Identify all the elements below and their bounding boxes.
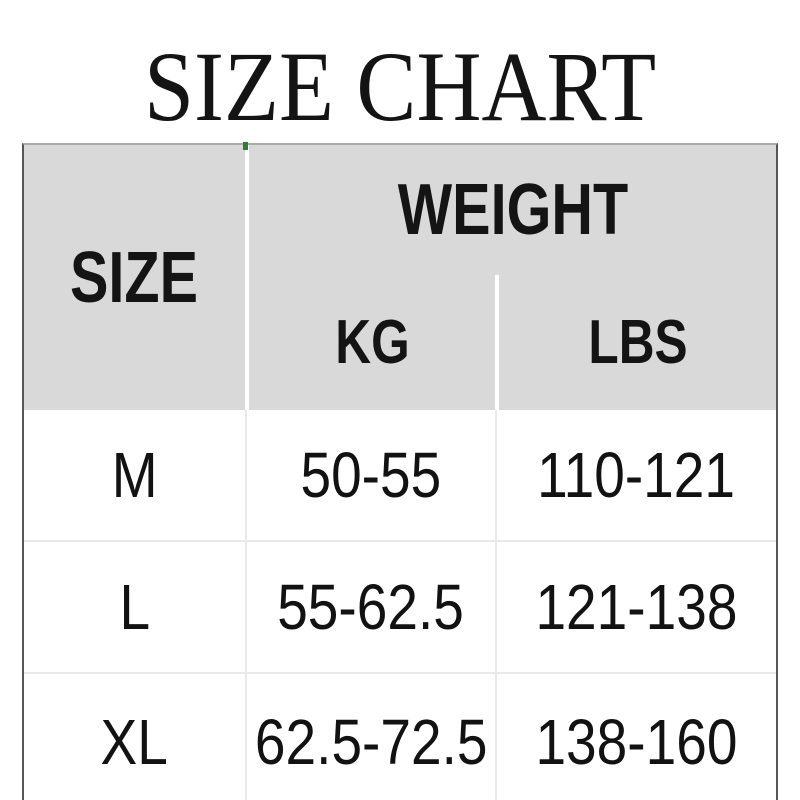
col-header-weight-label: WEIGHT — [397, 170, 628, 250]
col-header-weight: WEIGHT — [249, 145, 776, 275]
green-artifact-mark — [243, 142, 248, 150]
col-header-size: SIZE — [24, 145, 245, 410]
table-row-xl: XL 62.5-72.5 138-160 — [24, 672, 776, 800]
weight-subheader-row: KG LBS — [249, 275, 776, 410]
col-header-lbs: LBS — [495, 275, 776, 410]
cell-kg-m: 50-55 — [245, 410, 495, 540]
col-header-lbs-label: LBS — [587, 308, 688, 377]
cell-lbs-l: 121-138 — [495, 542, 776, 672]
lbs-value: 138-160 — [535, 705, 738, 778]
cell-size-m: M — [24, 410, 245, 540]
kg-value: 55-62.5 — [277, 571, 465, 643]
size-value: L — [119, 571, 150, 643]
col-header-size-label: SIZE — [70, 237, 199, 318]
kg-value: 62.5-72.5 — [254, 705, 488, 778]
kg-value: 50-55 — [300, 439, 442, 511]
weight-column-group: WEIGHT KG LBS — [245, 145, 776, 410]
size-chart-table: SIZE WEIGHT KG LBS M — [22, 142, 778, 800]
page-title: SIZE CHART — [143, 31, 657, 142]
cell-size-xl: XL — [24, 674, 245, 800]
cell-lbs-m: 110-121 — [495, 410, 776, 540]
cell-lbs-xl: 138-160 — [495, 674, 776, 800]
col-header-kg: KG — [249, 275, 495, 410]
lbs-value: 110-121 — [537, 439, 736, 511]
cell-size-l: L — [24, 542, 245, 672]
table-row-m: M 50-55 110-121 — [24, 410, 776, 540]
table-header: SIZE WEIGHT KG LBS — [24, 142, 776, 410]
size-value: XL — [100, 705, 169, 778]
size-value: M — [111, 439, 158, 511]
col-header-kg-label: KG — [334, 308, 410, 377]
lbs-value: 121-138 — [535, 571, 738, 643]
cell-kg-xl: 62.5-72.5 — [245, 674, 495, 800]
table-row-l: L 55-62.5 121-138 — [24, 540, 776, 672]
cell-kg-l: 55-62.5 — [245, 542, 495, 672]
